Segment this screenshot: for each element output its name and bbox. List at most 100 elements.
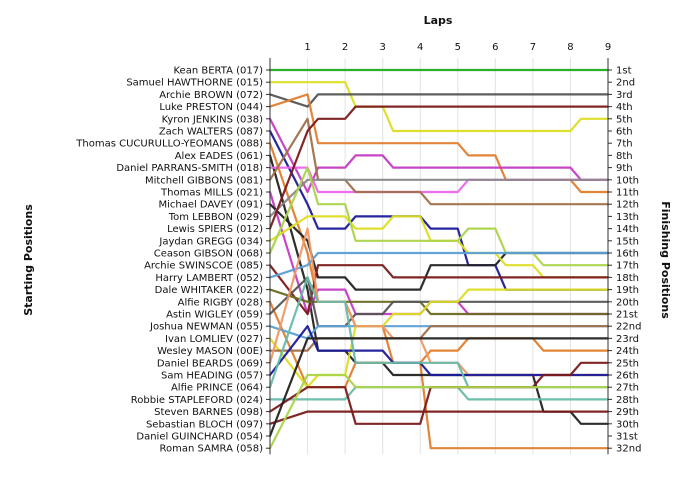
driver-series-line bbox=[268, 142, 610, 450]
finishing-position-label: 13th bbox=[616, 212, 639, 223]
lap-tick-label: 2 bbox=[342, 42, 348, 53]
axes bbox=[266, 58, 612, 455]
driver-series-line bbox=[268, 276, 610, 389]
finishing-position-label: 1st bbox=[616, 66, 632, 77]
starting-position-label: Alex EADES (061) bbox=[175, 151, 263, 162]
lap-tick-label: 7 bbox=[530, 42, 536, 53]
finishing-position-label: 11th bbox=[616, 188, 639, 199]
starting-position-label: Tom LEBBON (029) bbox=[168, 212, 263, 223]
driver-series-line bbox=[268, 337, 610, 438]
finishing-position-label: 25th bbox=[616, 358, 639, 369]
finishing-position-label: 6th bbox=[616, 127, 633, 138]
driver-series-line bbox=[268, 93, 610, 108]
starting-position-label: Daniel PARRANS-SMITH (018) bbox=[116, 163, 263, 174]
lap-tick-label: 9 bbox=[605, 42, 611, 53]
driver-series-line bbox=[268, 325, 610, 340]
starting-position-label: Harry LAMBERT (052) bbox=[155, 273, 263, 284]
chart-title: Laps bbox=[424, 14, 453, 27]
finishing-position-label: 17th bbox=[616, 261, 639, 272]
finishing-position-label: 9th bbox=[616, 163, 633, 174]
finishing-position-label: 20th bbox=[616, 297, 639, 308]
lap-tick-label: 1 bbox=[304, 42, 310, 53]
lap-tick-label: 3 bbox=[379, 42, 385, 53]
lap-tick-label: 8 bbox=[567, 42, 573, 53]
starting-position-label: Alfie PRINCE (064) bbox=[171, 383, 263, 394]
finishing-position-label: 4th bbox=[616, 102, 633, 113]
driver-series-line bbox=[268, 215, 610, 279]
starting-position-label: Dale WHITAKER (022) bbox=[155, 285, 263, 296]
starting-position-label: Joshua NEWMAN (055) bbox=[149, 322, 263, 333]
starting-position-label: Ceason GIBSON (068) bbox=[154, 249, 263, 260]
starting-position-label: Thomas CUCURULLO-YEOMANS (088) bbox=[75, 139, 263, 150]
finishing-position-label: 7th bbox=[616, 139, 633, 150]
starting-position-label: Luke PRESTON (044) bbox=[159, 102, 263, 113]
driver-series-line bbox=[268, 166, 610, 267]
finishing-position-label: 24th bbox=[616, 346, 639, 357]
finishing-position-label: 29th bbox=[616, 407, 639, 418]
starting-position-label: Alfie RIGBY (028) bbox=[178, 297, 263, 308]
starting-position-label: Lewis SPIERS (012) bbox=[167, 224, 263, 235]
driver-series-line bbox=[268, 93, 610, 194]
finishing-position-label: 8th bbox=[616, 151, 633, 162]
finishing-position-label: 21st bbox=[616, 310, 638, 321]
finishing-position-label: 12th bbox=[616, 200, 639, 211]
starting-position-label: Archie SWINSCOE (085) bbox=[144, 261, 263, 272]
finishing-position-label: 18th bbox=[616, 273, 639, 284]
finishing-position-label: 32nd bbox=[616, 444, 641, 455]
lap-tick-label: 5 bbox=[455, 42, 461, 53]
driver-series-line bbox=[268, 373, 610, 450]
series-layer bbox=[268, 68, 610, 450]
driver-series-line bbox=[268, 410, 610, 425]
starting-position-label: Thomas MILLS (021) bbox=[160, 188, 263, 199]
starting-position-label: Zach WALTERS (087) bbox=[159, 127, 263, 138]
finishing-position-label: 27th bbox=[616, 383, 639, 394]
finishing-position-label: 16th bbox=[616, 249, 639, 260]
finishing-position-label: 23rd bbox=[616, 334, 639, 345]
left-axis-title: Starting Positions bbox=[22, 204, 35, 316]
driver-series-line bbox=[268, 361, 610, 425]
lap-tick-label: 4 bbox=[417, 42, 423, 53]
starting-position-label: Jaydan GREGG (034) bbox=[158, 236, 263, 247]
labels: 1 2 3 4 5 6 7 8 9 Kean BERTA (017) 1st Samuel HAWTH… bbox=[75, 42, 641, 455]
finishing-position-label: 2nd bbox=[616, 78, 635, 89]
finishing-position-label: 31st bbox=[616, 432, 638, 443]
starting-position-label: Robbie STAPLEFORD (024) bbox=[131, 395, 263, 406]
starting-position-label: Samuel HAWTHORNE (015) bbox=[126, 78, 263, 89]
finishing-position-label: 26th bbox=[616, 371, 639, 382]
driver-series-line bbox=[268, 105, 610, 230]
starting-position-label: Daniel BEARDS (069) bbox=[157, 358, 263, 369]
starting-position-label: Roman SAMRA (058) bbox=[160, 444, 264, 455]
starting-position-label: Steven BARNES (098) bbox=[154, 407, 263, 418]
finishing-position-label: 5th bbox=[616, 114, 633, 125]
driver-series-line bbox=[268, 386, 610, 401]
starting-position-label: Mitchell GIBBONS (081) bbox=[145, 175, 263, 186]
starting-position-label: Archie BROWN (072) bbox=[159, 90, 263, 101]
starting-position-label: Daniel GUINCHARD (054) bbox=[136, 432, 263, 443]
grid bbox=[307, 58, 609, 455]
finishing-position-label: 3rd bbox=[616, 90, 633, 101]
finishing-position-label: 30th bbox=[616, 419, 639, 430]
finishing-position-label: 19th bbox=[616, 285, 639, 296]
finishing-position-label: 10th bbox=[616, 175, 639, 186]
starting-position-label: Sebastian BLOCH (097) bbox=[146, 419, 263, 430]
starting-position-label: Sam HEADING (057) bbox=[161, 371, 263, 382]
driver-series-line bbox=[268, 264, 610, 316]
starting-position-label: Astin WIGLEY (059) bbox=[166, 310, 263, 321]
starting-position-label: Kean BERTA (017) bbox=[174, 66, 264, 77]
finishing-position-label: 15th bbox=[616, 236, 639, 247]
lap-tick-label: 6 bbox=[492, 42, 498, 53]
finishing-position-label: 22nd bbox=[616, 322, 641, 333]
right-axis-title: Finishing Positions bbox=[659, 201, 672, 319]
starting-position-label: Michael DAVEY (091) bbox=[158, 200, 263, 211]
driver-series-line bbox=[268, 117, 610, 194]
driver-series-line bbox=[268, 178, 610, 218]
driver-series-line bbox=[268, 251, 610, 279]
finishing-position-label: 28th bbox=[616, 395, 639, 406]
driver-series-line bbox=[268, 81, 610, 133]
starting-position-label: Kyron JENKINS (038) bbox=[162, 114, 264, 125]
finishing-position-label: 14th bbox=[616, 224, 639, 235]
starting-position-label: Wesley MASON (00E) bbox=[157, 346, 263, 357]
starting-position-label: Ivan LOMLIEV (027) bbox=[165, 334, 263, 345]
